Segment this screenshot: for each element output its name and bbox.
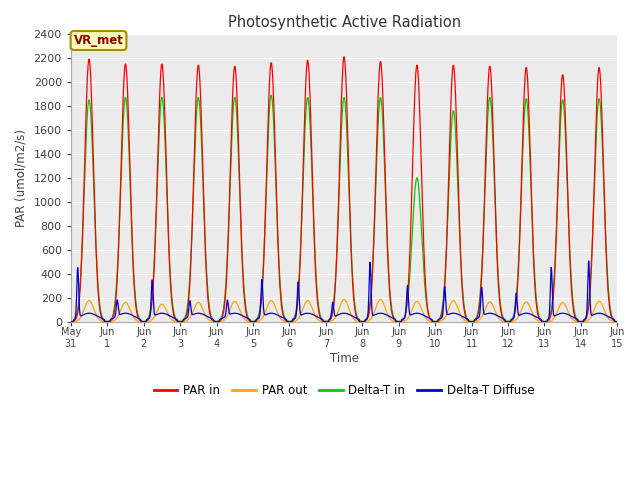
Title: Photosynthetic Active Radiation: Photosynthetic Active Radiation <box>227 15 461 30</box>
X-axis label: Time: Time <box>330 351 358 364</box>
Text: VR_met: VR_met <box>74 34 124 47</box>
Legend: PAR in, PAR out, Delta-T in, Delta-T Diffuse: PAR in, PAR out, Delta-T in, Delta-T Dif… <box>149 380 539 402</box>
Y-axis label: PAR (umol/m2/s): PAR (umol/m2/s) <box>15 129 28 227</box>
